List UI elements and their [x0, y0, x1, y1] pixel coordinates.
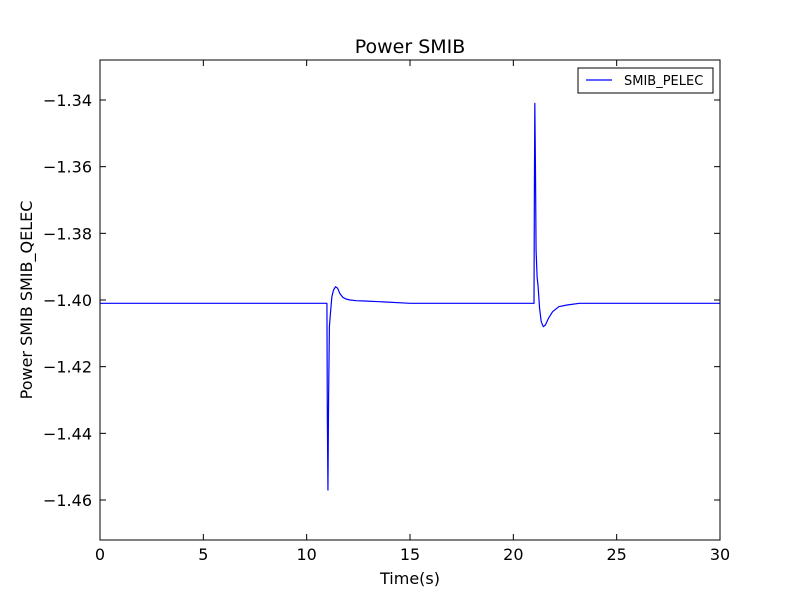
y-tick-label: −1.38	[43, 224, 92, 243]
y-axis-label: Power SMIB SMIB_QELEC	[17, 201, 37, 400]
x-tick-label: 20	[503, 545, 523, 564]
x-tick-label: 10	[296, 545, 316, 564]
legend-label: SMIB_PELEC	[624, 74, 703, 89]
chart-title: Power SMIB	[355, 36, 466, 58]
axis-ticks: 0 5 10 15 20 25 30 −1.34 −1.36 −1.38 −1.40 −1.42 −1.…	[43, 60, 730, 564]
x-tick-label: 30	[710, 545, 730, 564]
x-tick-label: 5	[198, 545, 208, 564]
y-tick-label: −1.34	[43, 91, 92, 110]
y-tick-label: −1.40	[43, 291, 92, 310]
x-tick-label: 0	[95, 545, 105, 564]
x-tick-label: 15	[400, 545, 420, 564]
y-tick-label: −1.44	[43, 424, 92, 443]
y-tick-label: −1.36	[43, 158, 92, 177]
x-axis-label: Time(s)	[379, 569, 440, 588]
y-tick-label: −1.46	[43, 491, 92, 510]
x-tick-label: 25	[606, 545, 626, 564]
series-line-0	[100, 102, 720, 491]
plot-area	[100, 102, 720, 491]
legend: SMIB_PELEC	[577, 67, 714, 94]
y-tick-label: −1.42	[43, 358, 92, 377]
